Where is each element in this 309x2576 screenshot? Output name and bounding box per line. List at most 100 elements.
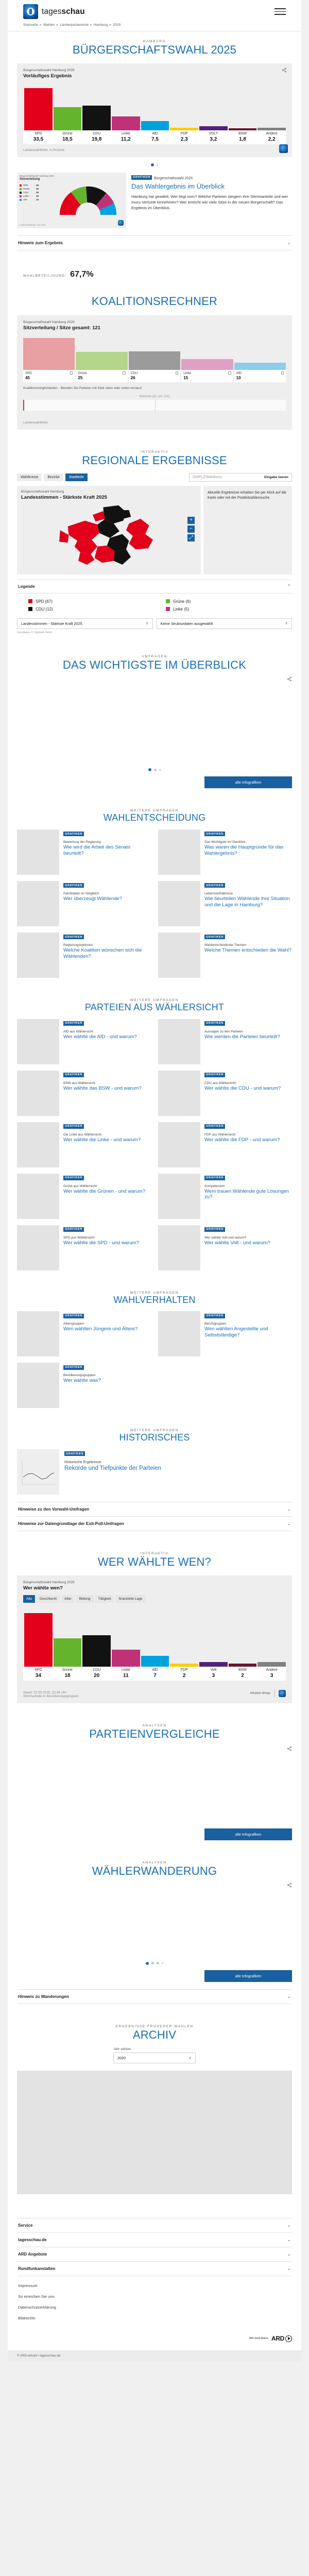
historisches-teaser[interactable]: GRAFIKEN Historische Ergebnisse Rekorde … xyxy=(17,1449,292,1495)
teaser-card[interactable]: GRAFIKEN Grüne aus Wählersicht Wer wählte … xyxy=(17,1173,151,1219)
teaser-title[interactable]: Wer wählte die FDP - und warum? xyxy=(204,1137,280,1143)
carousel-dot-2[interactable] xyxy=(154,768,157,771)
teaser-thumbnail[interactable] xyxy=(17,1311,59,1357)
accordion-row-hinweis-wanderungen[interactable]: Hinweis zu Wanderungen ⌄ xyxy=(17,1990,292,2004)
checkbox-grüne[interactable] xyxy=(123,371,126,375)
teaser-card[interactable]: GRAFIKEN Altersgruppen Wen wählten Jüngere… xyxy=(17,1311,151,1357)
tab-alle[interactable]: Alle xyxy=(23,1595,35,1603)
teaser-card[interactable]: GRAFIKEN SPD aus Wählersicht Wer wählte di… xyxy=(17,1225,151,1270)
teaser-title[interactable]: Wer wählte die Linke - und warum? xyxy=(63,1137,141,1143)
breadcrumb-item-1[interactable]: Wahlen xyxy=(43,23,55,27)
teaser-title[interactable]: Was waren die Hauptgründe für das Wahler… xyxy=(204,844,284,856)
accordion-row-vorwahl-umfragen[interactable]: Hinweise zu den Vorwahl-Umfragen ⌄ xyxy=(17,1502,292,1517)
teaser-thumbnail[interactable] xyxy=(17,1225,59,1270)
teaser-title[interactable]: Wer wählte die AfD - und warum? xyxy=(63,1033,137,1040)
teaser-thumbnail[interactable] xyxy=(158,1122,200,1167)
teaser-thumbnail[interactable] xyxy=(17,1070,59,1116)
coalition-toggle-cdu[interactable]: CDU 26 xyxy=(128,369,181,382)
checkbox-afd[interactable] xyxy=(281,371,284,375)
teaser-title[interactable]: Wer überzeugt Wählende? xyxy=(63,895,122,902)
teaser-card[interactable]: GRAFIKEN FDP aus Wählersicht Wer wählte di… xyxy=(158,1122,292,1167)
werwaehlte-tabs[interactable]: Alle Geschlecht Alter Bildung Tätigkeit finan… xyxy=(23,1595,286,1603)
teaser-card[interactable]: GRAFIKEN Kandidaten im Vergleich Wer überz… xyxy=(17,880,151,926)
carousel-dots-result[interactable] xyxy=(8,163,301,167)
share-icon[interactable] xyxy=(282,67,287,73)
teaser-card[interactable]: GRAFIKEN Die Linke aus Wählersicht Wer wäh… xyxy=(17,1122,151,1167)
footer-link-bildrechte[interactable]: Bildrechte xyxy=(18,2316,36,2321)
teaser-card[interactable]: GRAFIKEN Regierungsoptionen Welche Koaliti… xyxy=(17,932,151,978)
footer-link-impressum[interactable]: Impressum xyxy=(18,2283,38,2289)
coalition-toggle-spd[interactable]: SPD 45 xyxy=(23,369,75,382)
tab-bildung[interactable]: Bildung xyxy=(76,1595,94,1603)
historisches-thumb[interactable] xyxy=(17,1449,59,1495)
teaser-thumbnail[interactable] xyxy=(158,880,200,926)
carousel-dot-2[interactable] xyxy=(157,164,158,166)
checkbox-cdu[interactable] xyxy=(175,371,179,375)
teaser-title[interactable]: Wer wählte die Grünen - und warum? xyxy=(63,1188,146,1194)
site-logo[interactable]: tagesschau xyxy=(23,4,85,19)
footer-section-ard-angebote[interactable]: ARD Angebote ⌄ xyxy=(17,2247,292,2262)
tab-alter[interactable]: Alter xyxy=(61,1595,75,1603)
all-infographics-button-parteienvergleiche[interactable]: alle Infografiken xyxy=(204,1828,292,1840)
coalition-toggle-afd[interactable]: AfD 10 xyxy=(234,369,286,382)
teaser-thumbnail[interactable] xyxy=(158,1225,200,1270)
teaser-card[interactable]: GRAFIKEN Bewertung der Regierung Wie wird … xyxy=(17,829,151,875)
teaser-card[interactable]: GRAFIKEN Wer wählte Volt und warum? Wer wä… xyxy=(158,1225,292,1270)
share-icon[interactable] xyxy=(287,1883,292,1888)
teaser-thumbnail[interactable] xyxy=(158,1070,200,1116)
teaser-card[interactable]: GRAFIKEN BSW aus Wählersicht Wer wählte da… xyxy=(17,1070,151,1116)
teaser-thumbnail[interactable] xyxy=(158,932,200,978)
tab-geschlecht[interactable]: Geschlecht xyxy=(37,1595,60,1603)
teaser-thumbnail[interactable] xyxy=(17,880,59,926)
carousel-dot-4[interactable] xyxy=(162,1962,163,1964)
coalition-toggle-grüne[interactable]: Grüne 25 xyxy=(76,369,128,382)
footer-section-service[interactable]: Service ⌄ xyxy=(17,2218,292,2233)
teaser-title[interactable]: Wer wählte das BSW - und warum? xyxy=(63,1085,142,1091)
teaser-thumbnail[interactable] xyxy=(17,1019,59,1064)
select-measure[interactable]: Landesstimmen - Stärkste Kraft 2025 ⇳ xyxy=(17,618,153,629)
teaser-title[interactable]: Wen wählten Angestellte und Selbstständi… xyxy=(204,1326,268,1338)
checkbox-linke[interactable] xyxy=(228,371,231,375)
teaser-title[interactable]: Wie beurteilen Wählende ihre Situation u… xyxy=(204,895,290,908)
clear-input-button[interactable]: Eingabe leeren xyxy=(264,475,288,479)
pill-wahlkreise[interactable]: Wahlkreise xyxy=(17,473,42,481)
overview-teaser[interactable]: Bürgerschaftswahl Hamburg 2025 Sitzverte… xyxy=(17,173,292,229)
carousel-dots-overview[interactable] xyxy=(8,768,301,772)
teaser-thumbnail[interactable] xyxy=(158,829,200,875)
tab-tätigkeit[interactable]: Tätigkeit xyxy=(95,1595,114,1603)
teaser-title[interactable]: Wen wählten Jüngere und Ältere? xyxy=(63,1326,138,1332)
carousel-dot-2[interactable] xyxy=(151,1962,154,1965)
teaser-thumbnail[interactable] xyxy=(17,932,59,978)
teaser-card[interactable]: GRAFIKEN Lebensverhältnisse Wie beurteilen… xyxy=(158,880,292,926)
overview-teaser-title[interactable]: Das Wahlergebnis im Überblick xyxy=(131,182,225,191)
teaser-title[interactable]: Wie wird die Arbeit des Senats beurteilt… xyxy=(63,844,131,856)
teaser-title[interactable]: Wer wählte Volt - und warum? xyxy=(204,1240,270,1246)
teaser-card[interactable]: GRAFIKEN CDU aus Wählersicht Wer wählte di… xyxy=(158,1070,292,1116)
teaser-thumbnail[interactable] xyxy=(17,1173,59,1219)
breadcrumb-item-0[interactable]: Startseite xyxy=(23,23,39,27)
breadcrumb-item-4[interactable]: 2025 xyxy=(113,23,121,27)
carousel-dot-1[interactable] xyxy=(151,163,154,167)
teaser-title[interactable]: Wer wählte die SPD - und warum? xyxy=(63,1240,139,1246)
teaser-thumbnail[interactable] xyxy=(158,1019,200,1064)
teaser-thumbnail[interactable] xyxy=(17,1122,59,1167)
hamburger-menu-icon[interactable] xyxy=(274,8,286,15)
regional-search[interactable]: Ort/PLZ/Wahlkreis Eingabe leeren xyxy=(189,472,292,482)
carousel-dot-3[interactable] xyxy=(159,769,161,771)
teaser-card[interactable]: GRAFIKEN Kompetenzen Wem trauen Wählende g… xyxy=(158,1173,292,1219)
breadcrumb-item-3[interactable]: Hamburg xyxy=(93,23,108,27)
zoom-reset-button[interactable]: ⤢ xyxy=(187,534,195,541)
zoom-out-button[interactable]: − xyxy=(187,525,195,533)
checkbox-spd[interactable] xyxy=(70,371,73,375)
all-infographics-button-overview[interactable]: alle Infografiken xyxy=(204,776,292,789)
teaser-card[interactable]: GRAFIKEN Berufsgruppen Wen wählten Angeste… xyxy=(158,1311,292,1357)
teaser-thumbnail[interactable] xyxy=(17,829,59,875)
pill-bezirke[interactable]: Bezirke xyxy=(44,473,63,481)
teaser-title[interactable]: Wie werden die Parteien beurteilt? xyxy=(204,1033,280,1040)
accordion-row-exitpoll-datengrundlage[interactable]: Hinweise zur Datengrundlage der Exit-Pol… xyxy=(17,1517,292,1531)
teaser-title[interactable]: Wem trauen Wählende gute Lösungen zu? xyxy=(204,1188,289,1200)
teaser-title[interactable]: Welche Themen entschieden die Wahl? xyxy=(204,947,291,953)
teaser-thumbnail[interactable] xyxy=(158,1173,200,1219)
map-zoom-controls[interactable]: + − ⤢ xyxy=(187,516,195,541)
teaser-card[interactable]: GRAFIKEN Das Wichtigste im Überblick Was w… xyxy=(158,829,292,875)
